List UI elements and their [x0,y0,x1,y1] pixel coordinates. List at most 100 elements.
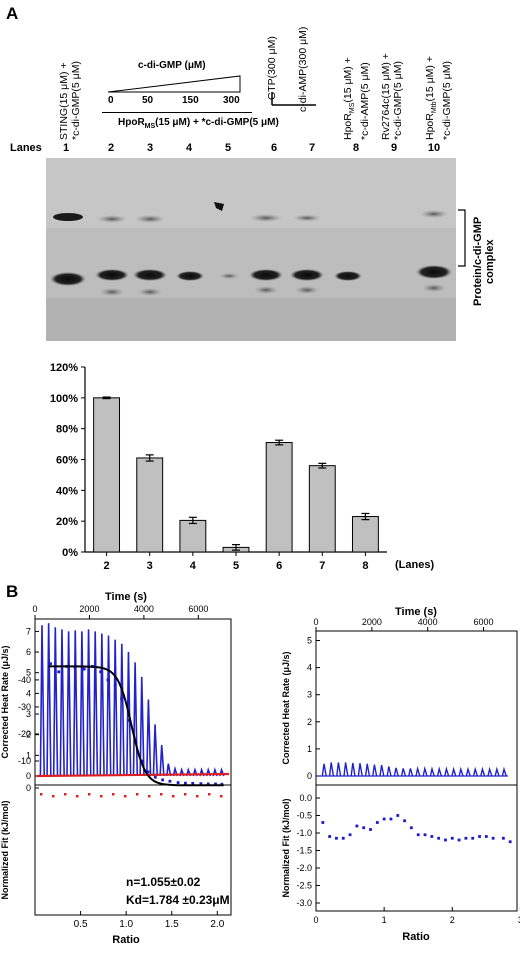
itc-left-red-point [100,795,103,798]
titration-tick-150: 150 [182,95,199,106]
lane-10-header: HpoRMtb(15 μM) + *c-di-GMP(5 μM) [424,56,453,140]
itc-right-peak [357,763,363,777]
lane-8-header-line1: HpoRMS(15 μM) + [342,57,359,140]
itc-left-fit-point [161,778,165,782]
itc-left-fit-point [106,678,110,682]
itc-left-red-point [64,793,67,796]
itc-right-time-tick-label: 2000 [362,617,382,627]
itc-right-fit-point [501,836,505,840]
itc-left-peak [159,744,165,777]
bar [351,516,379,553]
complex-label: Protein/c-di-GMP complex [472,217,496,306]
itc-right-fit-point [382,817,386,821]
itc-left-fit-frame [34,784,232,916]
itc-left-raw-tick-label: 7 [26,626,31,636]
itc-left-peak [52,627,59,777]
itc-right-fit-tick-label: -0.5 [296,811,312,821]
itc-left-peak [92,631,99,777]
itc-right-time-tick-label: 6000 [473,617,493,627]
titration-wedge [107,75,241,93]
itc-left-peak [152,724,159,777]
itc-left-peak [79,631,85,777]
itc-left-raw-tick-label: 4 [26,688,31,698]
lane-1-header-line1: STING(15 μM) + [58,62,70,140]
itc-right-time-label: Time (s) [395,606,437,618]
itc-left-ratio-tick-label: 2.0 [210,919,224,930]
itc-left-red-point [88,793,91,796]
itc-right-raw-tick-label: 1 [307,744,312,754]
lane-number: 10 [427,142,441,154]
lane-number: 7 [308,142,316,154]
itc-right-ratio-tick-label: 2 [450,915,455,925]
error-bar [318,462,327,469]
itc-left-fit-point [99,670,103,674]
itc-left-peak [99,633,105,777]
complex-label-line2: complex [484,239,496,284]
bar [136,457,164,553]
itc-right-fit-tick-label: -2.0 [296,863,312,873]
itc-left-red-point [124,795,127,798]
itc-right-raw-ylabel: Corrected Heat Rate (μJ/s) [281,651,291,764]
itc-left-fit-point [73,666,77,670]
itc-right-peak [494,766,500,777]
bar-chart-x-tick-label: 4 [190,560,197,572]
itc-right-peak [328,762,335,777]
itc-right-peak [422,765,428,777]
itc-left-raw-tick-label: 6 [26,647,31,657]
error-bar [361,512,370,521]
itc-right-fit-point [389,817,393,821]
itc-right-fit-point [396,814,400,817]
itc-left-red-point [112,793,115,796]
lane-8-header-sub: MS [349,102,357,114]
bar [265,442,293,553]
itc-right-raw-tick-label: 3 [307,690,312,700]
bar-chart-xlabel: (Lanes) [395,559,434,571]
bar-chart-x-tick-label: 6 [276,560,282,572]
itc-right-fit-point [362,826,366,830]
bar-chart-y-tick-label: 40% [56,485,78,497]
itc-left-red-point [184,793,187,796]
itc-right-peak [350,762,356,777]
itc-right-fit-point [369,828,372,831]
itc-right-fit-point [375,821,379,824]
itc-left-peak [126,652,132,777]
itc-left-raw-tick-label: 5 [26,668,31,678]
itc-left-fit-point [146,770,150,774]
itc-right-fit-ylabel: Normalized Fit (kJ/mol) [281,798,291,897]
bar [93,397,121,553]
itc-left-fit-ylabel: Normalized Fit (kJ/mol) [0,800,10,899]
itc-left-raw-tick-label: 2 [26,730,31,740]
error-bar [102,396,111,400]
lane-8-header-protein: HpoR [342,113,354,140]
bar-chart-x-tick-label: 2 [104,560,110,572]
lane-10-header-protein: HpoR [424,113,436,140]
itc-right-peak [480,766,486,777]
itc-left-fit-point [191,782,195,785]
itc-right-ratio-tick-label: 3 [518,915,520,925]
lane-8-header-rest: (15 μM) + [342,57,354,103]
itc-left-fit-point [113,683,117,687]
itc-left-baseline [36,772,230,778]
itc-right: Time (s) 0 2000 4000 6000 0 1 2 3 4 5 0.0 -0.5 -1.… [281,606,520,943]
itc-right-peak [472,766,479,777]
bar-chart-x-tick-label: 3 [147,560,153,572]
hpor-group-label: HpoRMS(15 μM) + *c-di-GMP(5 μM) [118,117,279,130]
itc-right-fit-point [444,838,447,842]
itc-right-time-tick-label: 0 [313,617,318,627]
itc-right-peak [379,765,385,777]
itc-left-time-tick-label: 4000 [134,604,154,614]
itc-left-fit-point [49,662,52,666]
itc-left-raw-tick-label: 3 [26,709,31,719]
lane-9-header: Rv2764c(15 μM) + *c-di-GMP(5 μM) [380,53,404,140]
itc-right-peak [364,763,371,777]
itc-right-peak [429,766,435,777]
itc-right-peak [400,768,407,777]
itc-right-peak [501,766,507,777]
lane-8-header: HpoRMS(15 μM) + *c-di-AMP(5 μM) [342,57,371,140]
itc-left-fit-point [184,781,187,785]
itc-right-fit-tick-label: -2.5 [296,881,312,891]
bar-chart: 0% 20% 40% 60% 80% 100% 120% 2 3 4 5 6 7 8 (Lanes) [50,362,435,572]
lane-10-header-rest: (15 μM) + [424,56,436,102]
itc-left-fit-tick-label: 0 [26,783,31,793]
itc-left-fit-point [57,670,61,674]
